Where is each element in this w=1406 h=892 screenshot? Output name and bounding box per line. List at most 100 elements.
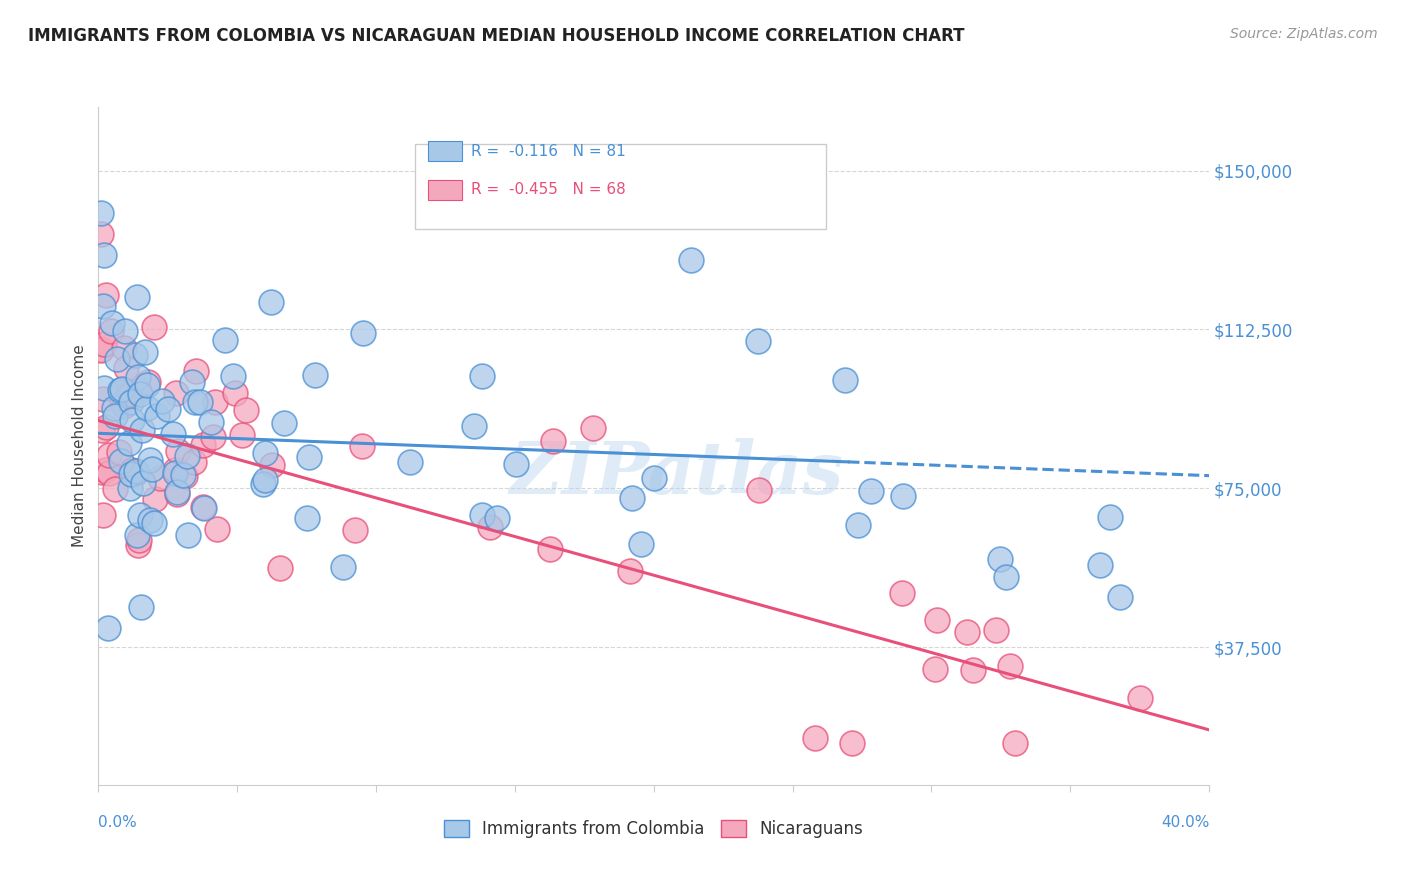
Point [134, 345, 156, 359]
Text: 0.0%: 0.0% [98, 815, 138, 830]
Point [97, 621, 120, 635]
Point [252, 476, 274, 491]
Point [118, 481, 141, 495]
Text: ZIPatlas: ZIPatlas [509, 438, 844, 508]
Point [93, 381, 115, 395]
Point [486, 510, 509, 524]
Point [235, 403, 257, 417]
Point [110, 454, 132, 468]
Point [150, 394, 173, 409]
Point [120, 394, 142, 409]
Point [148, 471, 170, 485]
Point [956, 624, 979, 639]
Point [846, 518, 869, 533]
Point [620, 491, 643, 505]
Point [841, 735, 863, 749]
Point [176, 449, 198, 463]
Point [860, 484, 883, 499]
Point [125, 527, 148, 541]
Point [91, 299, 114, 313]
Point [142, 516, 165, 530]
Point [202, 429, 225, 443]
Text: Source: ZipAtlas.com: Source: ZipAtlas.com [1230, 27, 1378, 41]
Point [141, 462, 163, 476]
Point [995, 570, 1018, 584]
Point [135, 378, 157, 392]
Point [538, 542, 561, 557]
Point [891, 488, 914, 502]
Point [332, 560, 354, 574]
Point [505, 457, 527, 471]
Point [191, 500, 214, 514]
Point [925, 613, 948, 627]
Point [1004, 735, 1026, 749]
Point [619, 564, 641, 578]
Point [90, 343, 112, 357]
Point [129, 508, 152, 522]
Point [582, 420, 605, 434]
Point [273, 416, 295, 430]
Point [298, 450, 321, 464]
Point [98, 448, 121, 462]
Point [105, 351, 128, 366]
Point [124, 464, 146, 478]
Point [143, 492, 166, 507]
Point [91, 423, 114, 437]
Point [104, 483, 127, 497]
Point [231, 428, 253, 442]
Point [128, 384, 150, 398]
Point [747, 334, 769, 348]
Point [748, 483, 770, 497]
Point [117, 436, 139, 450]
Point [111, 382, 134, 396]
Point [214, 334, 236, 348]
Point [127, 370, 149, 384]
Point [1090, 558, 1112, 572]
Y-axis label: Median Household Income: Median Household Income [72, 344, 87, 548]
Point [541, 434, 564, 448]
Point [224, 385, 246, 400]
Point [962, 663, 984, 677]
Point [181, 376, 204, 390]
Point [139, 453, 162, 467]
Point [104, 409, 127, 423]
Point [125, 290, 148, 304]
Point [630, 537, 652, 551]
Point [463, 419, 485, 434]
Point [94, 287, 117, 301]
Point [166, 487, 188, 501]
Point [163, 463, 186, 477]
Point [399, 455, 422, 469]
Point [471, 369, 494, 384]
Point [131, 424, 153, 438]
Point [222, 369, 245, 384]
Point [200, 415, 222, 429]
Point [172, 467, 194, 482]
Point [112, 399, 135, 413]
Point [1000, 658, 1022, 673]
Point [111, 389, 134, 403]
Point [121, 413, 143, 427]
Point [193, 500, 215, 515]
Point [94, 420, 117, 434]
Text: 40.0%: 40.0% [1161, 815, 1209, 830]
Point [643, 471, 665, 485]
FancyBboxPatch shape [415, 145, 825, 229]
Point [112, 341, 135, 355]
Point [114, 324, 136, 338]
Point [352, 326, 374, 340]
Point [471, 508, 494, 523]
Point [128, 533, 150, 547]
Point [269, 561, 291, 575]
Point [90, 465, 112, 479]
Point [127, 538, 149, 552]
Point [176, 528, 198, 542]
Point [115, 361, 138, 376]
Point [91, 508, 114, 523]
Point [129, 600, 152, 615]
Point [184, 364, 207, 378]
Point [165, 385, 187, 400]
Point [253, 474, 276, 488]
Point [165, 467, 187, 481]
Point [139, 513, 162, 527]
